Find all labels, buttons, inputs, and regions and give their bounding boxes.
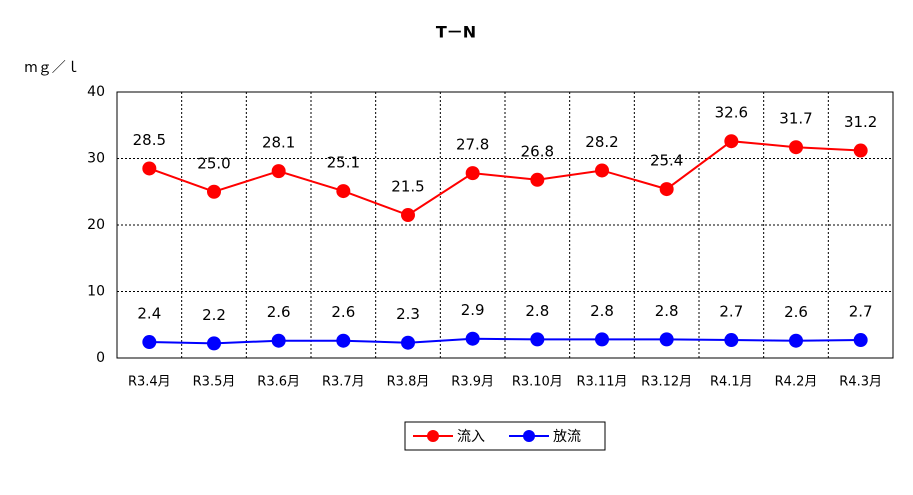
data-label: 2.7 (719, 303, 743, 321)
data-label: 31.2 (844, 113, 877, 131)
data-point (530, 332, 545, 347)
data-point (336, 333, 351, 348)
y-tick-label: 10 (87, 284, 105, 300)
x-tick-label: R3.6月 (257, 375, 300, 390)
y-tick-label: 30 (87, 151, 105, 167)
data-point (336, 184, 351, 199)
data-point (207, 336, 221, 351)
x-tick-label: R3.9月 (451, 375, 494, 390)
x-tick-label: R3.11月 (577, 375, 628, 390)
x-tick-label: R3.12月 (641, 375, 692, 390)
series-line (148, 140, 861, 217)
legend-marker (523, 430, 535, 442)
x-tick-label: R3.5月 (193, 375, 236, 390)
plot-border (116, 91, 894, 359)
data-label: 2.2 (202, 306, 226, 324)
data-label: 2.3 (396, 305, 420, 323)
data-point (465, 331, 480, 346)
x-tick-label: R3.7月 (322, 375, 365, 390)
data-label: 28.1 (262, 134, 295, 152)
data-label: 2.7 (849, 303, 873, 321)
legend-label: 放流 (553, 429, 581, 445)
data-label: 2.8 (525, 302, 549, 320)
legend-label: 流入 (457, 429, 485, 445)
x-tick-label: R3.4月 (128, 375, 171, 390)
data-point (207, 184, 221, 199)
y-tick-label: 40 (87, 84, 105, 100)
data-label: 27.8 (456, 136, 489, 154)
x-tick-label: R4.1月 (710, 375, 753, 390)
data-point (401, 208, 415, 223)
data-label: 25.4 (650, 152, 683, 170)
data-point (142, 161, 157, 176)
data-point (530, 172, 545, 187)
data-label: 2.4 (137, 305, 161, 323)
y-tick-label: 0 (96, 350, 105, 366)
y-axis-label: mｇ／ｌ (24, 60, 80, 76)
data-point (724, 134, 739, 149)
data-point (595, 332, 609, 347)
data-point (142, 335, 157, 350)
data-label: 2.6 (267, 303, 291, 321)
data-label: 2.9 (461, 301, 485, 319)
data-label: 2.8 (655, 302, 679, 320)
data-point (789, 140, 803, 155)
x-tick-label: R4.2月 (775, 375, 818, 390)
data-point (271, 333, 286, 348)
data-label: 32.6 (715, 104, 748, 122)
data-label: 2.8 (590, 302, 614, 320)
data-point (724, 333, 739, 348)
legend-marker (427, 430, 439, 442)
data-label: 2.6 (784, 303, 808, 321)
data-point (659, 182, 674, 197)
data-label: 2.6 (331, 303, 355, 321)
data-point (595, 163, 609, 178)
data-label: 28.5 (133, 131, 166, 149)
data-label: 26.8 (521, 142, 554, 160)
data-point (659, 332, 674, 347)
data-label: 28.2 (585, 133, 618, 151)
x-tick-label: R3.10月 (512, 375, 563, 390)
data-label: 31.7 (779, 110, 812, 128)
x-tick-label: R3.8月 (387, 375, 430, 390)
data-point (465, 166, 480, 181)
data-label: 21.5 (391, 178, 424, 196)
x-tick-label: R4.3月 (839, 375, 882, 390)
chart-title: T－N (436, 23, 476, 42)
y-tick-label: 20 (87, 217, 105, 233)
data-point (271, 164, 286, 179)
data-point (853, 333, 868, 348)
series-line (149, 337, 861, 345)
data-point (401, 335, 415, 350)
data-point (853, 143, 868, 158)
data-label: 25.1 (327, 154, 360, 172)
data-label: 25.0 (197, 154, 230, 172)
data-point (789, 333, 803, 348)
